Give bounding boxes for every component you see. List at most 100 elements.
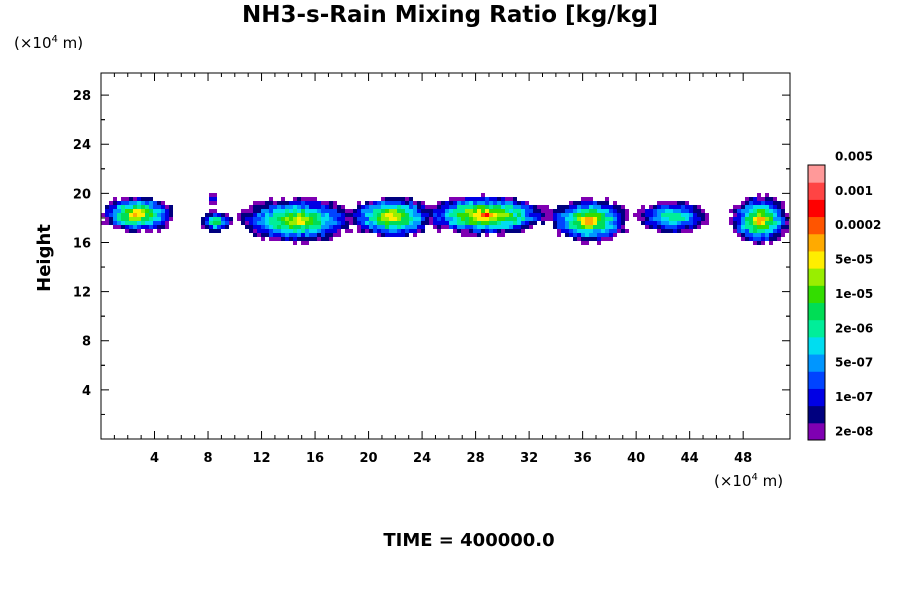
- heatmap-cell: [597, 217, 601, 221]
- heatmap-cell: [297, 213, 301, 217]
- heatmap-cell: [141, 221, 145, 225]
- heatmap-cell: [253, 229, 257, 233]
- heatmap-cell: [381, 213, 385, 217]
- heatmap-cell: [385, 201, 389, 205]
- heatmap-cell: [461, 221, 465, 225]
- heatmap-cell: [745, 201, 749, 205]
- heatmap-cell: [205, 217, 209, 221]
- heatmap-cell: [461, 225, 465, 229]
- heatmap-cell: [329, 213, 333, 217]
- heatmap-cell: [681, 229, 685, 233]
- heatmap-cell: [209, 193, 213, 197]
- heatmap-cell: [361, 221, 365, 225]
- heatmap-cell: [769, 205, 773, 209]
- heatmap-cell: [741, 233, 745, 237]
- heatmap-cell: [409, 209, 413, 213]
- heatmap-cell: [469, 205, 473, 209]
- heatmap-cell: [461, 201, 465, 205]
- heatmap-cell: [293, 241, 297, 245]
- heatmap-cell: [293, 209, 297, 213]
- heatmap-cell: [289, 221, 293, 225]
- heatmap-cell: [301, 241, 305, 245]
- heatmap-cell: [249, 229, 253, 233]
- heatmap-cell: [469, 221, 473, 225]
- heatmap-cell: [121, 225, 125, 229]
- heatmap-cell: [557, 221, 561, 225]
- heatmap-cell: [421, 221, 425, 225]
- heatmap-cell: [213, 201, 217, 205]
- heatmap-cell: [553, 213, 557, 217]
- heatmap-cell: [393, 209, 397, 213]
- heatmap-cell: [757, 233, 761, 237]
- heatmap-cell: [673, 209, 677, 213]
- heatmap-cell: [433, 217, 437, 221]
- heatmap-cell: [269, 197, 273, 201]
- heatmap-cell: [269, 225, 273, 229]
- heatmap-cell: [401, 205, 405, 209]
- heatmap-cell: [437, 221, 441, 225]
- heatmap-cell: [397, 225, 401, 229]
- heatmap-cell: [477, 209, 481, 213]
- heatmap-cell: [205, 213, 209, 217]
- heatmap-cell: [609, 205, 613, 209]
- heatmap-cell: [397, 221, 401, 225]
- heatmap-cell: [773, 233, 777, 237]
- heatmap-cell: [165, 225, 169, 229]
- heatmap-cell: [517, 205, 521, 209]
- heatmap-cell: [145, 229, 149, 233]
- heatmap-cell: [621, 225, 625, 229]
- heatmap-cell: [601, 229, 605, 233]
- heatmap-field: [101, 193, 789, 245]
- heatmap-cell: [101, 213, 105, 217]
- heatmap-cell: [561, 205, 565, 209]
- heatmap-cell: [609, 213, 613, 217]
- heatmap-cell: [121, 221, 125, 225]
- heatmap-cell: [753, 213, 757, 217]
- heatmap-cell: [465, 209, 469, 213]
- heatmap-cell: [329, 217, 333, 221]
- heatmap-cell: [149, 217, 153, 221]
- heatmap-cell: [421, 209, 425, 213]
- heatmap-cell: [457, 209, 461, 213]
- heatmap-cell: [389, 225, 393, 229]
- heatmap-cell: [701, 209, 705, 213]
- heatmap-cell: [657, 221, 661, 225]
- heatmap-cell: [265, 229, 269, 233]
- heatmap-cell: [661, 221, 665, 225]
- heatmap-cell: [413, 201, 417, 205]
- heatmap-cell: [557, 225, 561, 229]
- heatmap-cell: [329, 233, 333, 237]
- heatmap-cell: [261, 209, 265, 213]
- heatmap-cell: [625, 229, 629, 233]
- heatmap-cell: [225, 225, 229, 229]
- heatmap-cell: [473, 217, 477, 221]
- heatmap-cell: [305, 233, 309, 237]
- heatmap-cell: [601, 225, 605, 229]
- heatmap-cell: [765, 221, 769, 225]
- heatmap-cell: [217, 225, 221, 229]
- heatmap-cell: [385, 205, 389, 209]
- heatmap-cell: [149, 221, 153, 225]
- heatmap-cell: [113, 225, 117, 229]
- heatmap-cell: [481, 225, 485, 229]
- heatmap-cell: [545, 213, 549, 217]
- heatmap-cell: [577, 217, 581, 221]
- heatmap-cell: [761, 201, 765, 205]
- heatmap-cell: [309, 233, 313, 237]
- heatmap-cell: [265, 209, 269, 213]
- heatmap-cell: [753, 201, 757, 205]
- heatmap-cell: [681, 225, 685, 229]
- heatmap-cell: [697, 209, 701, 213]
- heatmap-cell: [361, 217, 365, 221]
- heatmap-cell: [409, 205, 413, 209]
- chart-title: NH3-s-Rain Mixing Ratio [kg/kg]: [242, 2, 658, 28]
- heatmap-cell: [321, 229, 325, 233]
- heatmap-cell: [597, 225, 601, 229]
- heatmap-cell: [529, 205, 533, 209]
- heatmap-cell: [205, 225, 209, 229]
- heatmap-cell: [389, 229, 393, 233]
- heatmap-cell: [481, 213, 485, 217]
- heatmap-cell: [309, 229, 313, 233]
- heatmap-cell: [269, 213, 273, 217]
- heatmap-cell: [305, 221, 309, 225]
